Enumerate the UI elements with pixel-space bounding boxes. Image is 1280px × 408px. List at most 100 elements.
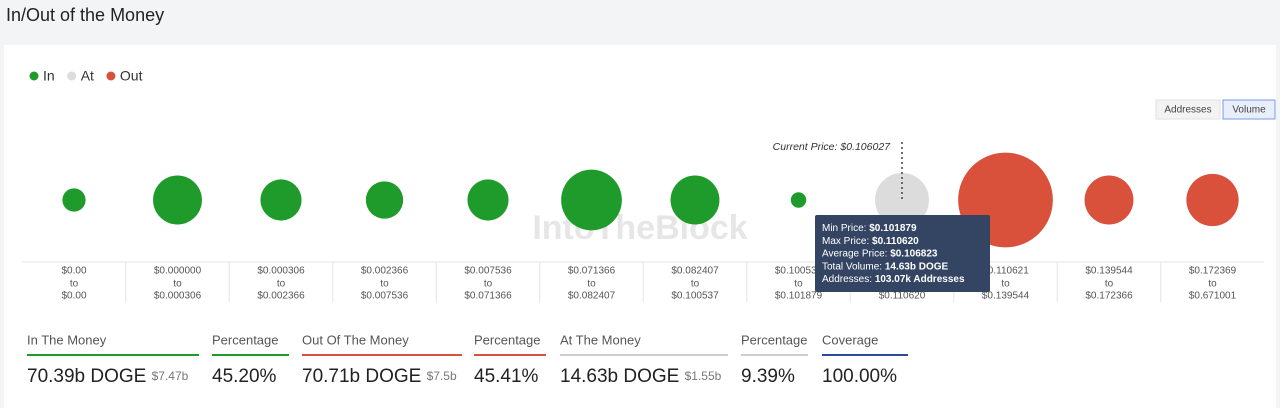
- stat-amount: 9.39%: [741, 366, 795, 387]
- stat-underline: [822, 354, 908, 356]
- range-from: $0.002366: [361, 266, 409, 277]
- bubble[interactable]: [62, 188, 86, 212]
- tooltip-value: $0.106823: [890, 248, 938, 259]
- bubble[interactable]: [260, 179, 302, 221]
- bubble[interactable]: [1084, 175, 1134, 225]
- legend-label: At: [81, 68, 94, 84]
- stat-usd: $7.5b: [427, 369, 457, 383]
- range-to: $0.671001: [1189, 291, 1237, 302]
- tooltip-label: Average Price:: [822, 248, 887, 259]
- stat-underline: [560, 354, 728, 356]
- toggle-label[interactable]: Addresses: [1164, 105, 1211, 116]
- stat-underline: [302, 354, 462, 356]
- range-from: $0.000306: [257, 266, 305, 277]
- legend-swatch: [67, 71, 77, 81]
- tooltip-value: 103.07k Addresses: [875, 274, 965, 285]
- stat-label: At The Money: [560, 332, 641, 347]
- card: [4, 45, 1276, 408]
- stat-label: Percentage: [741, 332, 808, 347]
- range-from: $0.071366: [568, 266, 616, 277]
- title: In/Out of the Money: [6, 5, 164, 25]
- legend-label: In: [43, 68, 55, 84]
- legend-label: Out: [120, 68, 143, 84]
- stat-usd: $1.55b: [685, 369, 722, 383]
- bubble[interactable]: [1186, 173, 1239, 227]
- stat-usd: $7.47b: [152, 369, 189, 383]
- range-to: $0.110620: [879, 291, 926, 302]
- tooltip-label: Max Price:: [822, 235, 869, 246]
- tooltip-value: 14.63b DOGE: [885, 261, 949, 272]
- range-to: $0.100537: [671, 291, 719, 302]
- stat-label: Coverage: [822, 332, 878, 347]
- range-joiner: to: [1001, 279, 1010, 290]
- bubble[interactable]: [670, 175, 720, 225]
- tooltip-label: Addresses:: [822, 274, 872, 285]
- tooltip-row: Max Price: $0.110620: [822, 235, 919, 246]
- tooltip-value: $0.110620: [872, 235, 919, 246]
- range-from: $0.139544: [1085, 266, 1133, 277]
- current-price-label: Current Price: $0.106027: [773, 141, 891, 153]
- range-joiner: to: [70, 279, 79, 290]
- stat-value: 100.00%: [822, 366, 897, 387]
- tooltip-row: Min Price: $0.101879: [822, 223, 917, 234]
- bubble[interactable]: [365, 181, 404, 219]
- stat-underline: [741, 354, 808, 356]
- range-to: $0.00: [61, 291, 86, 302]
- legend-swatch: [29, 71, 39, 81]
- range-from: $0.172369: [1189, 266, 1237, 277]
- stat-value: 70.71b DOGE $7.5b: [302, 366, 457, 387]
- legend-swatch: [106, 71, 116, 81]
- stat-underline: [474, 354, 546, 356]
- bubble[interactable]: [153, 175, 202, 225]
- range-to: $0.082407: [568, 291, 616, 302]
- range-joiner: to: [484, 279, 493, 290]
- stat-amount: 70.39b DOGE: [27, 366, 146, 387]
- tooltip: [815, 215, 990, 292]
- stat-amount: 45.41%: [474, 366, 539, 387]
- stat-value: 45.41%: [474, 366, 539, 387]
- tooltip-value: $0.101879: [869, 223, 917, 234]
- stat-amount: 100.00%: [822, 366, 897, 387]
- range-from: $0.000000: [154, 266, 202, 277]
- tooltip-row: Addresses: 103.07k Addresses: [822, 274, 965, 285]
- stat-underline: [27, 354, 199, 356]
- range-joiner: to: [380, 279, 389, 290]
- range-to: $0.172366: [1085, 291, 1133, 302]
- stat-value: 45.20%: [212, 366, 277, 387]
- tooltip-row: Total Volume: 14.63b DOGE: [822, 261, 949, 272]
- range-to: $0.139544: [982, 291, 1030, 302]
- stat-amount: 45.20%: [212, 366, 277, 387]
- bubble[interactable]: [874, 172, 930, 228]
- bubble[interactable]: [467, 179, 509, 221]
- bubble[interactable]: [561, 169, 622, 231]
- toggle-button[interactable]: [1222, 99, 1276, 120]
- tooltip-row: Average Price: $0.106823: [822, 248, 938, 259]
- bubble[interactable]: [790, 192, 807, 208]
- stat-value: 14.63b DOGE $1.55b: [560, 366, 722, 387]
- range-from: $0.100537: [775, 266, 823, 277]
- range-to: $0.000306: [154, 291, 202, 302]
- range-from: $0.082407: [671, 266, 719, 277]
- range-to: $0.007536: [361, 291, 409, 302]
- stat-label: Percentage: [474, 332, 541, 347]
- range-joiner: to: [587, 279, 596, 290]
- range-from: $0.110621: [982, 266, 1029, 277]
- stat-underline: [212, 354, 289, 356]
- toggle-label[interactable]: Volume: [1232, 105, 1266, 116]
- range-to: $0.002366: [257, 291, 305, 302]
- watermark: IntoTheBlock: [532, 209, 747, 247]
- tooltip-label: Total Volume:: [822, 261, 882, 272]
- range-joiner: to: [277, 279, 286, 290]
- range-to: $0.071366: [464, 291, 512, 302]
- stat-amount: 14.63b DOGE: [560, 366, 679, 387]
- stat-value: 9.39%: [741, 366, 795, 387]
- range-to: $0.101879: [775, 291, 823, 302]
- range-joiner: to: [794, 279, 803, 290]
- stat-label: Percentage: [212, 332, 279, 347]
- range-joiner: to: [173, 279, 182, 290]
- toggle-button[interactable]: [1155, 99, 1221, 120]
- range-joiner: to: [1208, 279, 1217, 290]
- stat-label: In The Money: [27, 332, 107, 347]
- stat-value: 70.39b DOGE $7.47b: [27, 366, 189, 387]
